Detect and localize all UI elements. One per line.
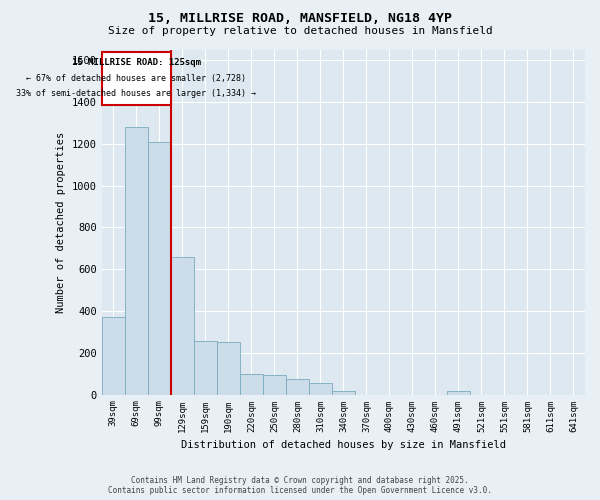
Bar xyxy=(171,256,194,394)
Bar xyxy=(309,383,332,394)
Y-axis label: Number of detached properties: Number of detached properties xyxy=(56,132,67,313)
Bar xyxy=(447,391,470,394)
Bar xyxy=(240,374,263,394)
Text: 15, MILLRISE ROAD, MANSFIELD, NG18 4YP: 15, MILLRISE ROAD, MANSFIELD, NG18 4YP xyxy=(148,12,452,26)
Bar xyxy=(125,128,148,394)
Bar xyxy=(102,52,171,106)
Text: 15 MILLRISE ROAD: 125sqm: 15 MILLRISE ROAD: 125sqm xyxy=(72,58,201,67)
Text: Size of property relative to detached houses in Mansfield: Size of property relative to detached ho… xyxy=(107,26,493,36)
Bar xyxy=(194,342,217,394)
Bar xyxy=(263,374,286,394)
Text: ← 67% of detached houses are smaller (2,728): ← 67% of detached houses are smaller (2,… xyxy=(26,74,247,82)
Bar xyxy=(332,392,355,394)
Text: Contains HM Land Registry data © Crown copyright and database right 2025.
Contai: Contains HM Land Registry data © Crown c… xyxy=(108,476,492,495)
Bar xyxy=(286,379,309,394)
X-axis label: Distribution of detached houses by size in Mansfield: Distribution of detached houses by size … xyxy=(181,440,506,450)
Text: 33% of semi-detached houses are larger (1,334) →: 33% of semi-detached houses are larger (… xyxy=(16,90,256,98)
Bar xyxy=(102,318,125,394)
Bar xyxy=(148,142,171,395)
Bar xyxy=(217,342,240,394)
